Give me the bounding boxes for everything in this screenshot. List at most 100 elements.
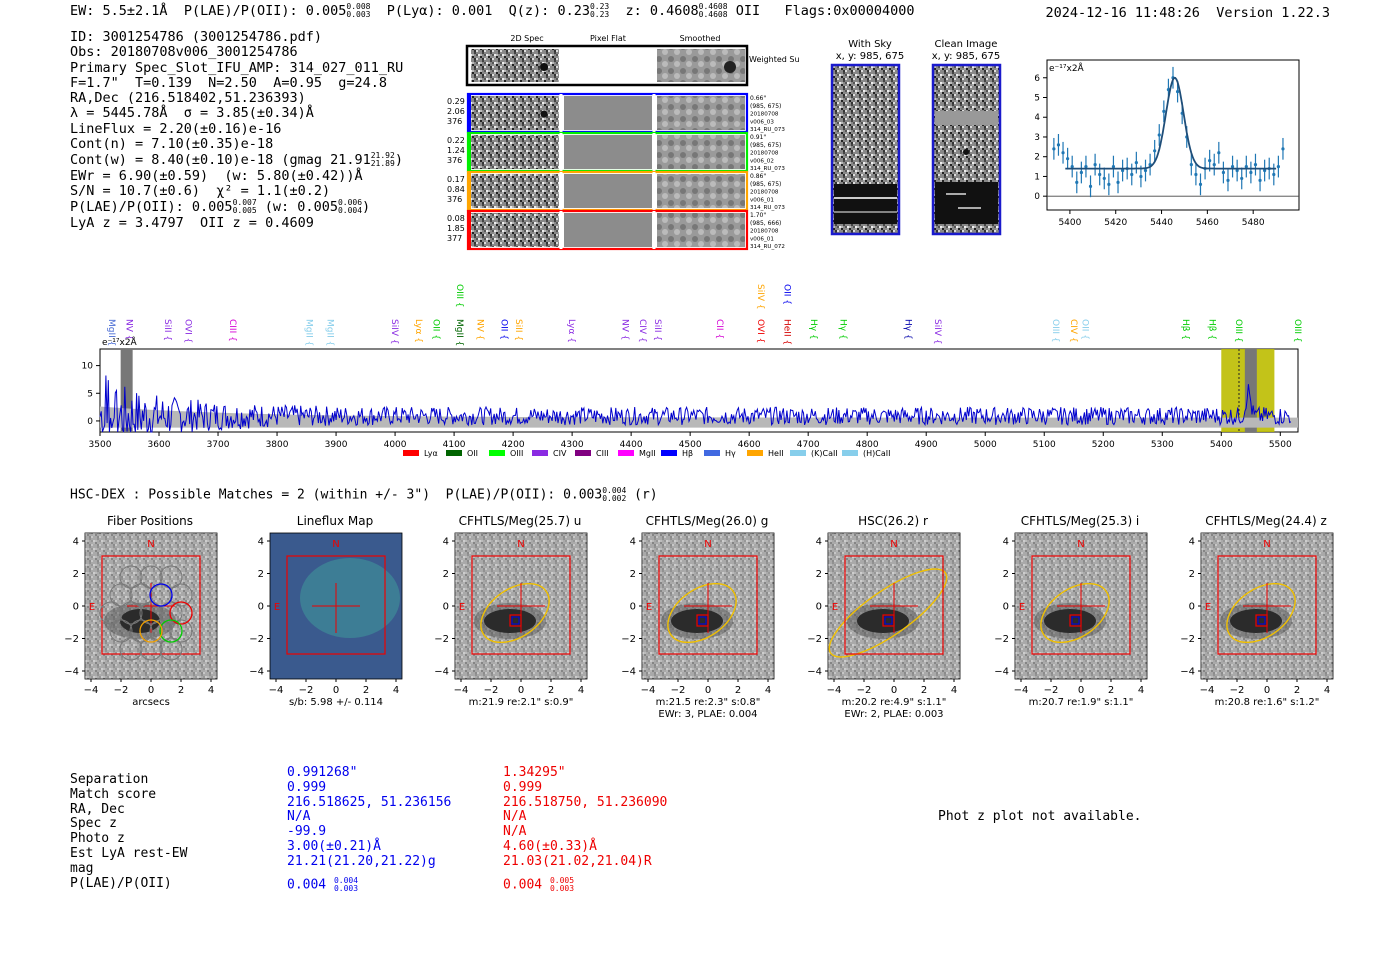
panel-caption: m:21.9 re:2.1" s:0.9" (469, 697, 574, 708)
match-square-inner (884, 616, 893, 625)
east-label: E (89, 602, 95, 613)
cutout-smoothed (657, 135, 745, 169)
legend-swatch (661, 450, 677, 456)
lineflux-blob (300, 558, 400, 638)
panel-caption: m:21.5 re:2.3" s:0.8" (655, 697, 760, 708)
qz-value: Q(z): 0.23 (508, 3, 590, 19)
cutout-left-label: 0.84 (447, 185, 465, 194)
legend-label: CIV (553, 449, 567, 458)
x-tick-label: 2 (1107, 685, 1113, 696)
y-tick-label: 0 (1002, 602, 1008, 613)
clean-image-panel: Clean Image x, y: 985, 675 (932, 39, 1002, 236)
match-label: Photo z (70, 831, 125, 847)
panel-title: Lineflux Map (297, 514, 373, 528)
spec-ytick-label: 10 (82, 362, 94, 372)
spec-ytick-label: 5 (87, 389, 93, 399)
panel-caption: arcsecs (132, 697, 170, 708)
x-tick-label: 2 (548, 685, 554, 696)
emission-line-label: OII { (782, 284, 792, 305)
fit-point (1189, 163, 1193, 167)
aperture-ellipse (1226, 582, 1296, 644)
fit-point (1272, 172, 1276, 177)
cutout-right-label: (985, 666) (750, 220, 781, 227)
legend-swatch (842, 450, 858, 456)
legend-label: OIII (510, 449, 523, 458)
east-label: E (1018, 602, 1024, 613)
emission-line-label: NV { (475, 319, 485, 340)
info-contw: Cont(w) = 8.40(±0.10)e-18 (gmag 21.91 21.… (70, 152, 403, 168)
y-tick-label: 2 (1002, 569, 1008, 580)
cutout-right-label: 0.66" (750, 95, 766, 102)
fiber-highlight (159, 619, 183, 643)
datetime: 2024-12-16 11:48:26 (1045, 5, 1200, 21)
cutout-left-label: 0.08 (447, 214, 465, 223)
legend-label: HeII (768, 449, 784, 458)
fit-ytick-label: 4 (1035, 113, 1040, 123)
x-tick-label: −4 (1200, 685, 1215, 696)
hsc-title-text: HSC-DEX : Possible Matches = 2 (within +… (70, 487, 603, 503)
fiber-circle (139, 565, 163, 589)
plae-hi2: 0.007 (232, 198, 257, 208)
fit-point (1107, 182, 1111, 186)
legend-label: Hγ (725, 449, 736, 458)
cutout-right-label: 1.70" (750, 212, 766, 219)
cutout-right-label: 20180708 (750, 229, 779, 235)
emission-line-label: NV { (619, 319, 629, 340)
fit-point (1134, 161, 1138, 165)
m1-plae: 0.004 (287, 877, 334, 893)
legend-label: Lyα (424, 449, 438, 458)
cutout-left-label: 0.29 (447, 97, 465, 106)
spectrum-error-band (100, 406, 1298, 428)
x-tick-label: 0 (148, 685, 154, 696)
x-tick-label: 4 (764, 685, 770, 696)
fit-point (1116, 180, 1120, 184)
y-tick-label: 4 (816, 537, 822, 548)
emission-line-label: Hβ { (1207, 319, 1217, 340)
cutout-pixelflat (564, 135, 652, 169)
x-tick-label: 4 (1324, 685, 1330, 696)
ws-spot (540, 63, 548, 71)
hsc-title-end: (r) (634, 487, 658, 503)
spec-xtick-label: 4600 (738, 440, 761, 450)
fiber-highlight (139, 619, 163, 643)
cutout-smoothed (657, 96, 745, 130)
legend-swatch (618, 450, 634, 456)
match2-value: N/A (503, 824, 527, 840)
legend-swatch (704, 450, 720, 456)
north-label: N (147, 539, 154, 550)
fit-ytick-label: 0 (1035, 192, 1040, 202)
match2-value: 21.03(21.02,21.04)R (503, 853, 652, 869)
emission-line-label: CIV { (1068, 319, 1078, 343)
cutout-left-label: 1.24 (447, 146, 465, 155)
x-tick-label: −4 (84, 685, 99, 696)
fiber-highlight (169, 601, 193, 625)
emission-line-label: OII { (498, 319, 508, 340)
x-tick-label: −2 (484, 685, 499, 696)
aperture-ellipse (480, 582, 550, 644)
line-fit-plot: e⁻¹⁷x2Å 5400 5420 5440 5460 5480 0 1 2 3 4 5 6 (1035, 59, 1300, 228)
emission-line-label: SiIV { (932, 319, 942, 345)
y-tick-label: −2 (621, 634, 636, 645)
match1-value: 21.21(21.20,21.22)g (287, 853, 436, 869)
spec-xtick-label: 4200 (502, 440, 525, 450)
emission-line-label: Hβ { (1180, 319, 1190, 340)
match-row: Spec z N/A N/A (70, 810, 753, 832)
fiber-circle (159, 637, 183, 661)
plae-lo2: 0.005 (232, 206, 257, 216)
east-label: E (645, 602, 651, 613)
cutout-panel: 2D Spec Pixel Flat Smoothed Weighted Sum… (447, 34, 800, 250)
match-label: RA, Dec (70, 801, 125, 817)
spectrum-unit-label: e⁻¹⁷x2Å (102, 336, 138, 348)
legend-swatch (747, 450, 763, 456)
match-square-inner (511, 616, 520, 625)
emission-line-label: OVI { (755, 319, 765, 343)
emission-line-label: CIV { (637, 319, 647, 343)
cutout-color-bar (468, 94, 471, 132)
north-label: N (1077, 539, 1084, 550)
y-tick-label: −2 (64, 634, 79, 645)
panel-caption: EWr: 2, PLAE: 0.003 (844, 709, 943, 720)
cutout-left-label: 0.22 (447, 136, 465, 145)
fov-box (471, 555, 571, 655)
fit-point (1093, 163, 1097, 167)
with-sky-xy: x, y: 985, 675 (836, 51, 905, 62)
